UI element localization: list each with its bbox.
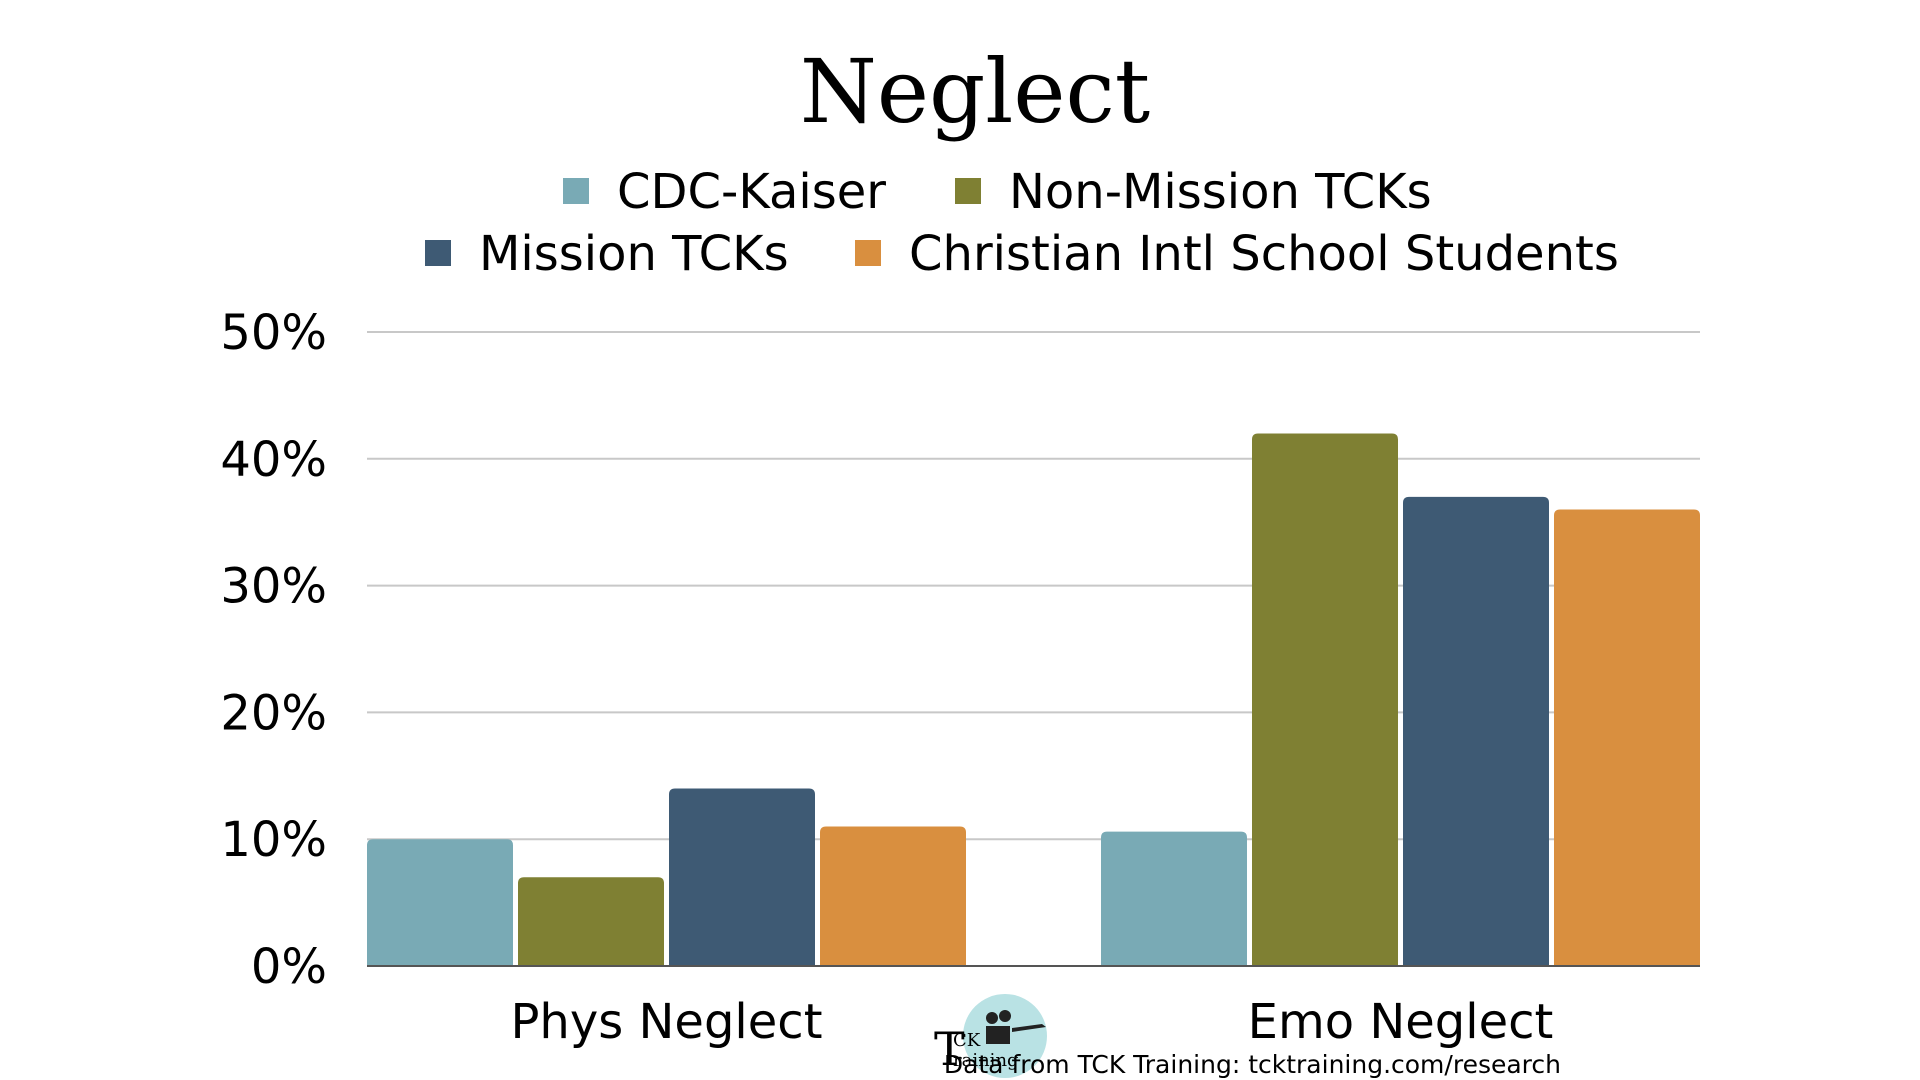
y-tick-label: 30% — [220, 559, 327, 615]
bar — [367, 839, 513, 966]
legend: CDC-Kaiser Non-Mission TCKs Mission TCKs Ch… — [425, 164, 1619, 282]
y-tick-label: 20% — [220, 685, 327, 741]
bar — [518, 877, 664, 966]
logo-initial: T — [934, 1022, 965, 1076]
logo-person-icon — [986, 1012, 998, 1024]
y-axis-ticks: 0% 10% 20% 30% 40% 50% — [220, 305, 327, 995]
y-tick-label: 10% — [220, 812, 327, 868]
logo-person-icon — [999, 1010, 1011, 1022]
bar — [1252, 433, 1398, 966]
legend-swatch — [563, 178, 589, 204]
legend-entry: CDC-Kaiser — [617, 164, 886, 220]
chart-title: Neglect — [800, 40, 1150, 143]
x-axis-categories: Phys Neglect Emo Neglect — [510, 994, 1553, 1050]
bar — [1403, 496, 1549, 966]
y-tick-label: 40% — [220, 432, 327, 488]
x-category-label: Emo Neglect — [1248, 994, 1554, 1050]
y-tick-label: 50% — [220, 305, 327, 361]
legend-swatch — [855, 240, 881, 266]
y-tick-label: 0% — [251, 939, 327, 995]
x-category-label: Phys Neglect — [510, 994, 822, 1050]
bar — [1554, 509, 1700, 966]
legend-entry: Non-Mission TCKs — [1009, 164, 1432, 220]
tck-training-logo: T CK raining — [934, 994, 1047, 1078]
bars — [367, 433, 1700, 966]
legend-swatch — [425, 240, 451, 266]
logo-plane-icon — [1012, 1024, 1046, 1032]
data-source-credit: Data from TCK Training: tcktraining.com/… — [944, 1050, 1561, 1079]
legend-swatch — [955, 178, 981, 204]
legend-entry: Christian Intl School Students — [909, 226, 1619, 282]
bar — [820, 826, 966, 966]
bar — [669, 788, 815, 966]
logo-text-top: CK — [953, 1030, 981, 1051]
legend-entry: Mission TCKs — [479, 226, 789, 282]
logo-text-bottom: raining — [953, 1050, 1019, 1071]
logo-person-body — [986, 1026, 1010, 1044]
bar — [1101, 831, 1247, 966]
